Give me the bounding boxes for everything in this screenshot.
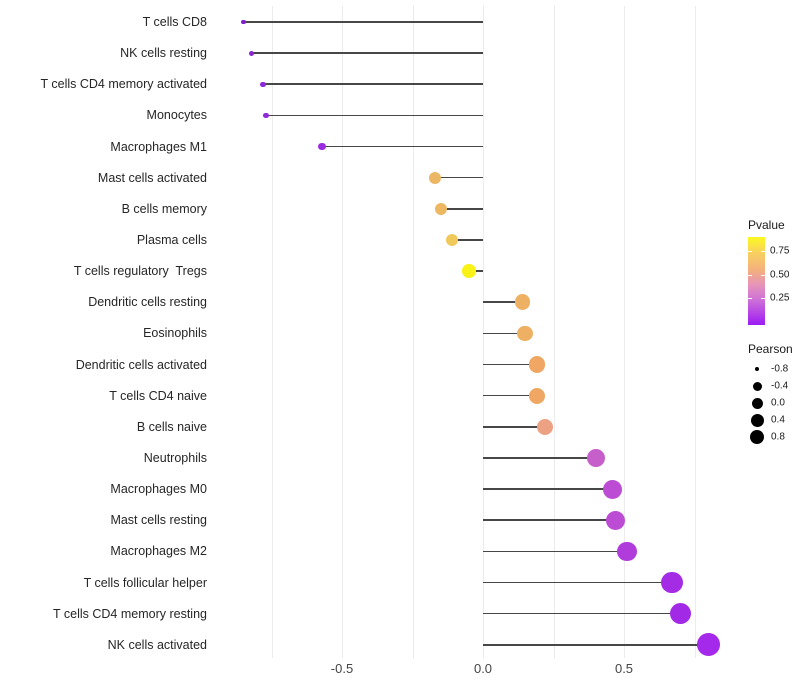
pvalue-tick-label: 0.75 [770, 245, 790, 257]
lollipop-stem [468, 270, 483, 272]
y-axis-label: B cells naive [136, 419, 207, 434]
pvalue-tick-mark [761, 298, 765, 299]
pvalue-tick-label: 0.25 [770, 292, 790, 304]
lollipop-stem [440, 208, 483, 210]
x-tick-label: 0.0 [473, 661, 493, 676]
pearson-legend-label: -0.8 [771, 363, 789, 375]
data-point [517, 325, 534, 342]
data-point [462, 264, 476, 278]
data-point [528, 356, 545, 373]
y-axis-label: Neutrophils [143, 450, 207, 465]
lollipop-stem [483, 426, 546, 428]
lollipop-stem [483, 644, 709, 646]
pearson-legend-dot [754, 366, 760, 372]
lollipop-stem [483, 488, 613, 490]
data-point [669, 602, 692, 625]
y-axis-label: T cells CD4 naive [109, 388, 207, 403]
y-axis-label: Macrophages M2 [110, 544, 207, 559]
lollipop-stem [322, 145, 483, 148]
pearson-legend-label: 0.8 [771, 431, 785, 443]
gridline [483, 6, 484, 658]
data-point [514, 294, 531, 311]
y-axis-label: Mast cells activated [97, 170, 207, 185]
pvalue-tick-mark [761, 275, 765, 276]
pearson-legend-dot [750, 413, 764, 427]
data-point [528, 387, 545, 404]
data-point [605, 510, 626, 530]
lollipop-stem [483, 581, 672, 584]
lollipop-stem [251, 52, 483, 54]
lollipop-stem [483, 612, 681, 615]
y-axis-label: Mast cells resting [110, 513, 207, 528]
lollipop-stem [483, 519, 616, 522]
y-axis-label: T cells CD4 memory activated [40, 77, 208, 92]
pearson-legend-dot [752, 381, 762, 391]
pvalue-tick-mark [748, 298, 752, 299]
data-point [445, 233, 459, 247]
lollipop-stem [483, 332, 526, 335]
pearson-legend-dot [749, 429, 765, 445]
lollipop-stem [263, 83, 483, 86]
y-axis-label: Dendritic cells activated [75, 357, 207, 372]
gridline [271, 6, 273, 658]
x-tick-label: 0.5 [614, 661, 634, 676]
data-point [536, 418, 554, 436]
y-axis-label: T cells regulatory Tregs [73, 264, 207, 279]
pearson-legend-label: 0.4 [771, 414, 785, 426]
data-point [249, 50, 255, 56]
data-point [586, 448, 605, 468]
data-point [617, 541, 637, 562]
gridline [553, 6, 555, 658]
y-axis-label: T cells follicular helper [83, 575, 207, 590]
gridline [342, 6, 343, 658]
pvalue-legend-title: Pvalue [748, 218, 785, 232]
y-axis-label: NK cells activated [107, 637, 207, 652]
lollipop-stem [265, 114, 483, 117]
y-axis-label: T cells CD8 [142, 15, 207, 29]
pvalue-tick-mark [761, 251, 765, 252]
lollipop-stem [451, 239, 483, 241]
pearson-legend-label: -0.4 [771, 380, 789, 392]
pvalue-tick-mark [748, 251, 752, 252]
lollipop-stem [435, 176, 483, 179]
data-point [697, 633, 720, 657]
lollipop-stem [483, 394, 537, 397]
data-point [661, 571, 683, 594]
pearson-legend-dot [751, 397, 763, 409]
lollipop-stem [483, 301, 523, 304]
data-point [318, 142, 327, 151]
x-tick-label: -0.5 [330, 661, 354, 676]
y-axis-label: NK cells resting [120, 46, 207, 61]
y-axis-label: Macrophages M0 [110, 482, 207, 497]
lollipop-stem [483, 363, 537, 366]
gridline [412, 6, 414, 658]
data-point [434, 202, 447, 215]
data-point [260, 81, 266, 87]
pvalue-colorbar [748, 237, 765, 325]
gridline [624, 6, 625, 658]
data-point [603, 479, 623, 499]
data-point [428, 171, 442, 184]
y-axis-label: Dendritic cells resting [88, 295, 207, 310]
y-axis-label: B cells memory [121, 201, 207, 216]
y-axis-label: T cells CD4 memory resting [53, 606, 207, 621]
data-point [240, 19, 246, 25]
pearson-legend-label: 0.0 [771, 397, 785, 409]
lollipop-stem [243, 21, 483, 23]
y-axis-label: Plasma cells [136, 232, 207, 247]
data-point [263, 112, 269, 119]
pvalue-tick-label: 0.50 [770, 269, 790, 281]
lollipop-stem [483, 550, 627, 553]
gridline [694, 6, 696, 658]
y-axis-label: Macrophages M1 [110, 139, 207, 154]
y-axis-label: Monocytes [146, 108, 207, 123]
lollipop-stem [483, 457, 596, 459]
y-axis-label: Eosinophils [143, 326, 207, 341]
pvalue-tick-mark [748, 275, 752, 276]
pearson-legend-title: Pearson [748, 342, 793, 356]
